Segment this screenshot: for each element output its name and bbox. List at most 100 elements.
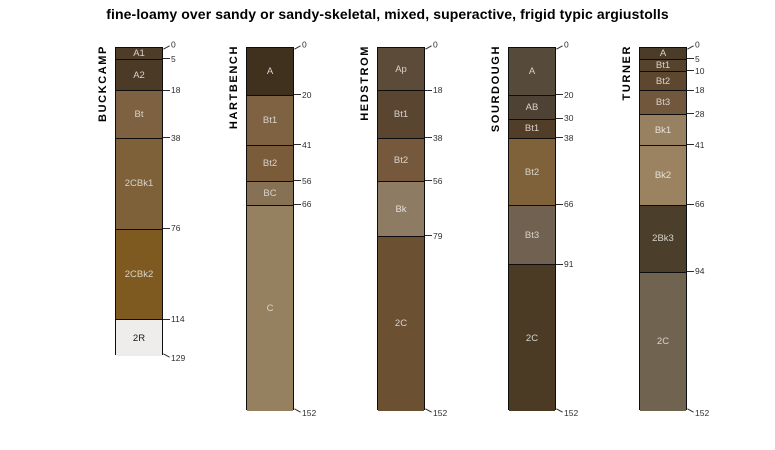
depth-tick-label: 0 bbox=[302, 39, 307, 50]
chart-title: fine-loamy over sandy or sandy-skeletal,… bbox=[106, 6, 669, 22]
depth-tick-label: 66 bbox=[564, 199, 574, 210]
horizon-segment: Bt1 bbox=[378, 91, 424, 139]
horizon-label: Bt1 bbox=[393, 109, 409, 121]
horizon-segment: BC bbox=[247, 181, 293, 206]
depth-tick: 129 bbox=[163, 350, 185, 362]
horizon-segment: A1 bbox=[116, 48, 162, 60]
horizon-segment: A bbox=[509, 48, 555, 96]
depth-tick-line bbox=[687, 271, 694, 273]
depth-tick: 5 bbox=[687, 54, 700, 64]
depth-tick: 66 bbox=[294, 200, 311, 210]
depth-tick: 38 bbox=[163, 133, 180, 143]
depth-tick-line bbox=[687, 204, 694, 206]
depth-tick-line bbox=[425, 89, 432, 91]
depth-tick-line bbox=[294, 408, 301, 413]
depth-tick-label: 94 bbox=[695, 266, 705, 277]
depth-tick-label: 0 bbox=[171, 39, 176, 50]
profile-name-label: TURNER bbox=[621, 45, 633, 101]
horizon-label: A2 bbox=[133, 69, 145, 81]
depth-tick-label: 30 bbox=[564, 113, 574, 124]
horizon-label: Bt1 bbox=[262, 115, 278, 127]
depth-tick: 0 bbox=[163, 39, 176, 52]
depth-tick: 79 bbox=[425, 231, 442, 241]
horizon-segment: A bbox=[640, 48, 686, 60]
depth-tick-label: 5 bbox=[171, 53, 176, 64]
horizon-label: Bt2 bbox=[524, 166, 540, 178]
horizon-label: Bk2 bbox=[654, 170, 672, 182]
horizon-label: 2CBk2 bbox=[124, 269, 154, 281]
horizon-label: Bt2 bbox=[655, 75, 671, 87]
depth-tick-line bbox=[556, 94, 563, 96]
depth-tick-line bbox=[687, 408, 694, 413]
horizon-segment: 2C bbox=[640, 272, 686, 412]
horizon-segment: Ap bbox=[378, 48, 424, 92]
depth-tick: 41 bbox=[294, 140, 311, 150]
depth-tick-label: 0 bbox=[695, 39, 700, 50]
depth-tick-label: 20 bbox=[564, 89, 574, 100]
profile-column: A AB Bt1 Bt2 Bt3 2C bbox=[508, 47, 556, 412]
horizon-label: A bbox=[659, 48, 667, 60]
depth-tick: 28 bbox=[687, 109, 704, 119]
depth-tick-label: 18 bbox=[695, 84, 705, 95]
depth-tick-line bbox=[425, 44, 432, 50]
horizon-label: 2C bbox=[525, 332, 539, 344]
depth-tick-line bbox=[425, 137, 432, 139]
profile-column: A1 A2 Bt 2CBk1 2CBk2 2R bbox=[115, 47, 163, 357]
depth-tick-line bbox=[556, 118, 563, 120]
horizon-label: 2R bbox=[132, 332, 146, 344]
horizon-label: Bt2 bbox=[262, 158, 278, 170]
depth-tick-label: 5 bbox=[695, 53, 700, 64]
depth-tick-line bbox=[163, 58, 170, 60]
depth-tick-label: 41 bbox=[302, 139, 312, 150]
depth-tick: 18 bbox=[163, 85, 180, 95]
depth-tick-line bbox=[294, 44, 301, 50]
depth-tick-label: 38 bbox=[171, 132, 181, 143]
depth-tick-label: 152 bbox=[433, 407, 448, 418]
depth-tick: 56 bbox=[425, 176, 442, 186]
horizon-segment: A bbox=[247, 48, 293, 96]
depth-tick-label: 152 bbox=[695, 407, 710, 418]
horizon-label: Bt bbox=[134, 109, 144, 121]
horizon-label: 2C bbox=[656, 336, 670, 348]
depth-tick-line bbox=[556, 44, 563, 50]
horizon-segment: Bk bbox=[378, 181, 424, 237]
horizon-segment: Bt1 bbox=[247, 95, 293, 146]
profile-name-label: SOURDOUGH bbox=[490, 45, 502, 133]
horizon-label: A1 bbox=[133, 48, 145, 60]
depth-tick-label: 152 bbox=[564, 407, 579, 418]
depth-tick-label: 152 bbox=[302, 407, 317, 418]
horizon-segment: Bt3 bbox=[640, 91, 686, 115]
horizon-label: 2Bk3 bbox=[652, 233, 674, 245]
depth-tick: 38 bbox=[556, 133, 573, 143]
depth-tick: 38 bbox=[425, 133, 442, 143]
depth-tick-line bbox=[163, 318, 170, 320]
depth-tick: 20 bbox=[556, 90, 573, 100]
depth-tick-label: 28 bbox=[695, 108, 705, 119]
horizon-label: Bt1 bbox=[524, 123, 540, 135]
profile-name-label: HARTBENCH bbox=[228, 45, 240, 130]
depth-tick-line bbox=[556, 263, 563, 265]
horizon-segment: C bbox=[247, 205, 293, 412]
depth-tick-line bbox=[687, 70, 694, 72]
depth-tick: 66 bbox=[556, 200, 573, 210]
depth-tick-line bbox=[163, 44, 170, 50]
depth-tick: 56 bbox=[294, 176, 311, 186]
horizon-label: A bbox=[528, 66, 536, 78]
horizon-segment: 2CBk2 bbox=[116, 229, 162, 321]
horizon-segment: 2C bbox=[378, 236, 424, 412]
horizon-label: 2CBk1 bbox=[124, 178, 154, 190]
depth-tick-line bbox=[294, 204, 301, 206]
depth-tick: 41 bbox=[687, 140, 704, 150]
depth-tick-line bbox=[425, 235, 432, 237]
depth-tick-line bbox=[556, 137, 563, 139]
depth-tick-label: 18 bbox=[171, 84, 181, 95]
depth-tick-label: 20 bbox=[302, 89, 312, 100]
depth-tick: 10 bbox=[687, 66, 704, 76]
horizon-label: Ap bbox=[395, 63, 407, 75]
depth-tick: 0 bbox=[294, 39, 307, 52]
horizon-segment: 2R bbox=[116, 320, 162, 357]
depth-tick: 0 bbox=[556, 40, 569, 52]
depth-tick-label: 114 bbox=[171, 314, 185, 325]
depth-tick-line bbox=[687, 58, 694, 60]
